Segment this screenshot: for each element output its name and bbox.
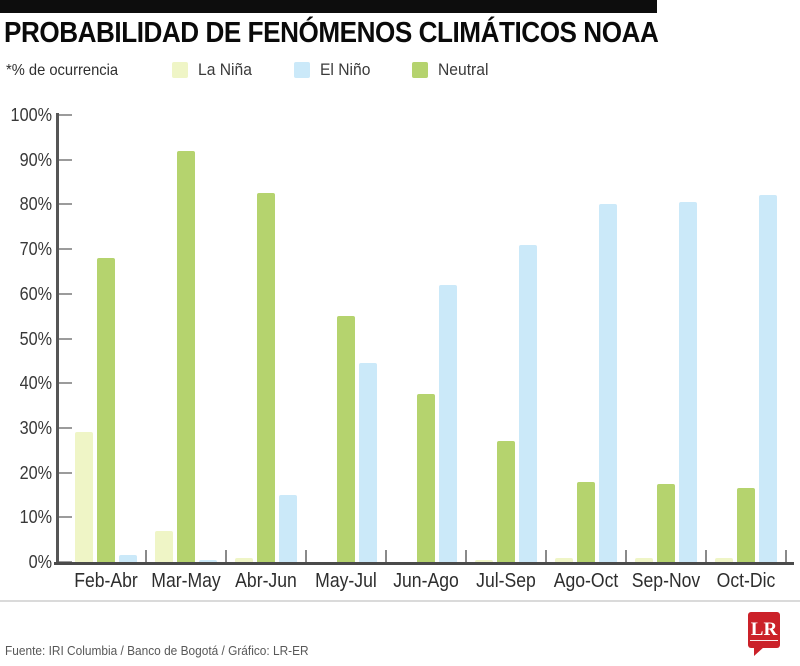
- y-axis-label-40: 40%: [19, 373, 52, 394]
- y-axis-unit-note: *% de ocurrencia: [6, 62, 119, 79]
- bar-group-abr-jun: [226, 0, 306, 562]
- y-axis-label-20: 20%: [19, 462, 52, 483]
- bar-group-may-jul: [306, 0, 386, 562]
- y-axis-tick-60: [59, 292, 72, 295]
- bar-la-nina: [475, 560, 493, 562]
- bar-neutral: [97, 258, 115, 562]
- bar-el-nino: [599, 204, 617, 562]
- bar-neutral: [337, 316, 355, 562]
- bar-group-feb-abr: [66, 0, 146, 562]
- y-axis-tick-80: [59, 203, 72, 206]
- top-accent-bar: [0, 0, 657, 13]
- y-axis-tick-20: [59, 471, 72, 474]
- bar-neutral: [497, 441, 515, 562]
- bar-la-nina: [715, 558, 733, 562]
- x-axis-label-oct-dic: Oct-Dic: [716, 570, 776, 592]
- bar-el-nino: [679, 202, 697, 562]
- x-axis-tick-3: [305, 550, 307, 562]
- x-axis-tick-8: [705, 550, 707, 562]
- bar-el-nino: [279, 495, 297, 562]
- y-axis-label-30: 30%: [19, 417, 52, 438]
- lr-logo: LR: [748, 612, 780, 648]
- bar-el-nino: [759, 195, 777, 562]
- y-axis-tick-40: [59, 382, 72, 385]
- x-axis-label-ago-oct: Ago-Oct: [553, 570, 619, 592]
- y-axis-label-50: 50%: [19, 328, 52, 349]
- bar-neutral: [177, 151, 195, 562]
- legend-item-la-nina: La Niña: [172, 60, 282, 80]
- x-axis-label-jun-ago: Jun-Ago: [393, 570, 459, 592]
- bar-group-jun-ago: [386, 0, 466, 562]
- x-axis-tick-6: [545, 550, 547, 562]
- source-credit: Fuente: IRI Columbia / Banco de Bogotá /…: [5, 644, 309, 658]
- x-axis-tick-5: [465, 550, 467, 562]
- y-axis-tick-30: [59, 426, 72, 429]
- bar-neutral: [417, 394, 435, 562]
- legend-item-neutral: Neutral: [412, 60, 522, 80]
- chart-legend: La Niña El Niño Neutral: [0, 60, 800, 84]
- x-axis-tick-1: [145, 550, 147, 562]
- y-axis-label-100: 100%: [10, 105, 53, 125]
- legend-swatch-el-nino: [294, 62, 310, 78]
- y-axis-tick-10: [59, 516, 72, 519]
- bar-group-sep-nov: [626, 0, 706, 562]
- bar-la-nina: [155, 531, 173, 562]
- legend-swatch-neutral: [412, 62, 428, 78]
- bar-la-nina: [555, 558, 573, 562]
- x-axis-tick-2: [225, 550, 227, 562]
- bar-el-nino: [519, 245, 537, 562]
- bar-el-nino: [359, 363, 377, 562]
- y-axis-tick-100: [59, 114, 72, 116]
- footer-divider: [0, 600, 800, 602]
- x-axis-label-sep-nov: Sep-Nov: [631, 570, 701, 592]
- y-axis-tick-90: [59, 158, 72, 161]
- bar-la-nina: [75, 432, 93, 562]
- legend-label-la-nina: La Niña: [198, 60, 252, 79]
- probability-bar-chart: 0% 10% 20% 30% 40% 50% 60% 70% 80% 90% 100% Feb-Abr…: [10, 0, 794, 592]
- x-axis-tick-9: [785, 550, 787, 562]
- bar-el-nino: [199, 560, 217, 562]
- x-axis-label-mar-may: Mar-May: [151, 570, 221, 592]
- bar-group-mar-may: [146, 0, 226, 562]
- legend-label-neutral: Neutral: [438, 60, 489, 79]
- x-axis-tick-7: [625, 550, 627, 562]
- bar-la-nina: [235, 558, 253, 562]
- bar-group-jul-sep: [466, 0, 546, 562]
- lr-logo-tail: [754, 647, 764, 656]
- legend-swatch-la-nina: [172, 62, 188, 78]
- y-axis-line: [56, 113, 59, 565]
- x-axis-label-may-jul: May-Jul: [315, 570, 377, 592]
- x-axis-label-feb-abr: Feb-Abr: [74, 570, 138, 592]
- page-title: PROBABILIDAD DE FENÓMENOS CLIMÁTICOS NOA…: [4, 17, 659, 49]
- y-axis-label-70: 70%: [19, 239, 52, 260]
- x-axis-label-jul-sep: Jul-Sep: [476, 570, 536, 592]
- y-axis-tick-50: [59, 337, 72, 340]
- bar-group-ago-oct: [546, 0, 626, 562]
- x-axis-line: [54, 562, 794, 565]
- y-axis-tick-70: [59, 248, 72, 251]
- bar-el-nino: [439, 285, 457, 562]
- y-axis-label-90: 90%: [19, 149, 52, 170]
- bar-el-nino: [119, 555, 137, 562]
- x-axis-tick-4: [385, 550, 387, 562]
- bar-la-nina: [635, 558, 653, 562]
- bar-neutral: [657, 484, 675, 562]
- y-axis-label-60: 60%: [19, 283, 52, 304]
- bar-neutral: [577, 482, 595, 562]
- lr-logo-text: LR: [749, 618, 779, 641]
- bar-neutral: [737, 488, 755, 562]
- y-axis-label-80: 80%: [19, 194, 52, 215]
- bar-neutral: [257, 193, 275, 562]
- y-axis-label-0: 0%: [28, 552, 52, 572]
- bar-group-oct-dic: [706, 0, 786, 562]
- y-axis-label-10: 10%: [19, 507, 52, 528]
- x-axis-label-abr-jun: Abr-Jun: [235, 570, 297, 592]
- legend-label-el-nino: El Niño: [320, 60, 371, 79]
- legend-item-el-nino: El Niño: [294, 60, 404, 80]
